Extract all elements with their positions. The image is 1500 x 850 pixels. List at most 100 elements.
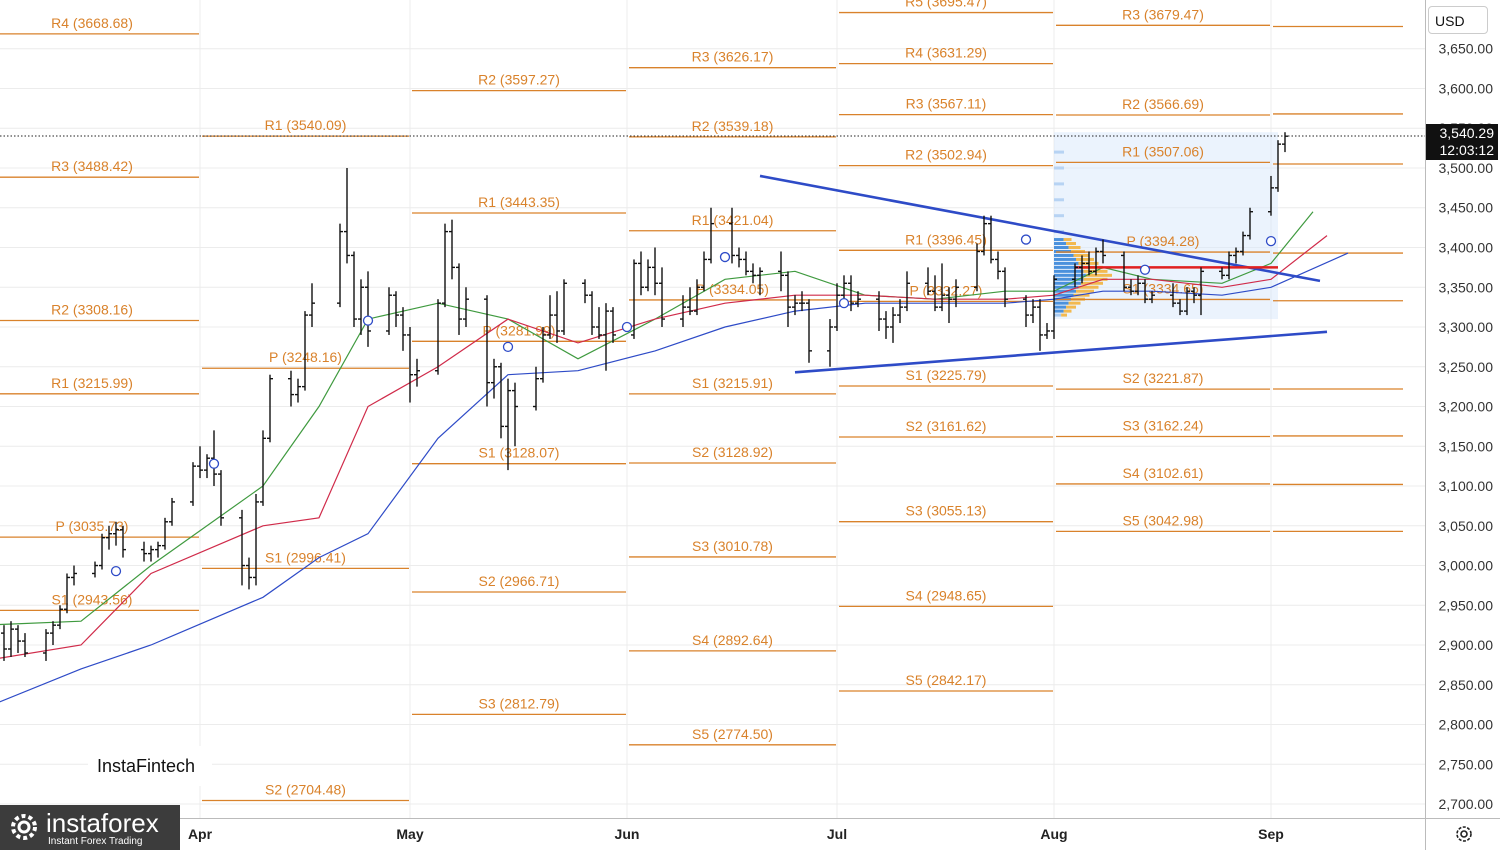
ohlc-bar <box>337 223 343 308</box>
pivot-label-r4: R4 (3631.29) <box>905 45 987 61</box>
ohlc-bar <box>1282 132 1288 153</box>
ohlc-bar <box>141 541 147 562</box>
price-tick-label: 3,250.00 <box>1439 359 1494 375</box>
pivot-label-r2: R2 (3502.94) <box>905 147 987 163</box>
ohlc-bar <box>743 251 749 276</box>
ohlc-bar <box>554 291 560 343</box>
ohlc-bar <box>43 629 49 661</box>
time-axis[interactable]: Apr May Jun Jul Aug Sep <box>0 818 1500 850</box>
volume-profile <box>1054 132 1278 320</box>
ohlc-bar <box>750 263 756 284</box>
volume-bar-upper <box>1054 166 1064 170</box>
volume-bar-upper <box>1054 182 1064 186</box>
brand-logo-box[interactable]: instaforex Instant Forex Trading <box>0 805 180 850</box>
pivot-marker <box>1020 234 1032 245</box>
time-tick-label: Aug <box>1040 826 1067 842</box>
ohlc-bar <box>505 378 511 471</box>
ohlc-bar <box>897 299 903 324</box>
pivot-label-r1: R1 (3215.99) <box>51 375 133 391</box>
ohlc-bar <box>253 493 259 586</box>
pivot-label-s1: S1 (2943.56) <box>52 591 133 607</box>
time-tick-label: Jul <box>827 826 847 842</box>
ohlc-bar <box>414 358 420 387</box>
trendlines <box>0 135 1425 374</box>
pivot-marker <box>719 251 731 263</box>
volume-bar-sell <box>1061 313 1067 317</box>
ohlc-bar <box>8 621 14 657</box>
volume-bar-buy <box>1054 313 1062 317</box>
ohlc-bar <box>113 521 119 546</box>
ohlc-bar <box>638 251 644 296</box>
pivot-label-s2: S2 (3128.92) <box>692 444 773 460</box>
volume-bar-sell <box>1068 301 1081 305</box>
ohlc-bar <box>512 382 518 447</box>
ohlc-bar <box>988 215 994 264</box>
pivot-label-s1: S1 (3128.07) <box>479 445 560 461</box>
ohlc-bar <box>953 279 959 308</box>
volume-bar-buy <box>1054 277 1084 281</box>
price-tick-label: 3,400.00 <box>1439 239 1494 255</box>
volume-bar-buy <box>1054 242 1067 246</box>
volume-bar-buy <box>1054 269 1084 273</box>
pivot-label-r2: R2 (3308.16) <box>51 302 133 318</box>
volume-bar-sell <box>1076 257 1094 261</box>
pivot-label-s5: S5 (3042.98) <box>1123 512 1204 528</box>
ohlc-bars <box>1 132 1288 661</box>
ohlc-bar <box>407 327 413 403</box>
volume-bar-sell <box>1085 273 1112 277</box>
price-tick-label: 3,200.00 <box>1439 399 1494 415</box>
volume-bar-sell <box>1083 277 1108 281</box>
ohlc-bar <box>1051 275 1057 339</box>
pivot-marker <box>502 341 514 353</box>
pivot-label-s3: S3 (3010.78) <box>692 538 773 554</box>
price-tick-label: 2,750.00 <box>1439 756 1494 772</box>
ohlc-bar <box>351 251 357 328</box>
ohlc-bar <box>827 319 833 367</box>
price-tick-label: 2,900.00 <box>1439 637 1494 653</box>
pivot-marker <box>1139 264 1151 275</box>
ohlc-bar <box>708 207 714 264</box>
pivot-label-r1: R1 (3443.35) <box>478 194 560 210</box>
ohlc-bar <box>57 605 63 630</box>
ohlc-bar <box>1247 207 1253 240</box>
ma-line-2 <box>0 235 1328 659</box>
volume-bar-buy <box>1054 309 1064 313</box>
ohlc-bar <box>890 307 896 343</box>
ohlc-bar <box>162 517 168 550</box>
pivot-label-r1: R1 (3507.06) <box>1122 143 1204 159</box>
ohlc-bar <box>1177 299 1183 316</box>
ohlc-bar <box>946 287 952 324</box>
pivot-label-s4: S4 (3102.61) <box>1123 465 1204 481</box>
ohlc-bar <box>785 271 791 328</box>
ohlc-bar <box>344 167 350 264</box>
trendline-lower <box>794 330 1328 374</box>
time-axis-bg <box>0 818 1425 850</box>
volume-bar-buy <box>1054 285 1079 289</box>
pivot-label-s1: S1 (3225.79) <box>906 367 987 383</box>
ohlc-bar <box>1170 283 1176 308</box>
pivot-marker <box>110 565 122 577</box>
pivot-label-r3: R3 (3679.47) <box>1122 6 1204 22</box>
pivot-label-p: P (3281.99) <box>483 322 556 338</box>
volume-bar-sell <box>1063 238 1072 242</box>
ohlc-bar <box>848 275 854 312</box>
ohlc-bar <box>456 263 462 335</box>
pivot-label-r1: R1 (3540.09) <box>265 117 347 133</box>
ohlc-bar <box>239 509 245 586</box>
ohlc-bar <box>932 275 938 312</box>
ohlc-bar <box>659 267 665 328</box>
ohlc-bar <box>1 625 7 661</box>
ohlc-bar <box>267 374 273 443</box>
ohlc-bar <box>1198 267 1204 316</box>
ohlc-bar <box>939 263 945 312</box>
pivot-label-r2: R2 (3597.27) <box>478 72 560 88</box>
volume-bar-upper <box>1054 150 1064 154</box>
volume-bar-buy <box>1054 257 1076 261</box>
ohlc-bar <box>120 525 126 558</box>
volume-bar-sell <box>1063 309 1072 313</box>
settings-icon[interactable] <box>1454 824 1474 844</box>
pivot-label-r3: R3 (3488.42) <box>51 158 133 174</box>
price-tick-label: 3,600.00 <box>1439 80 1494 96</box>
currency-selector[interactable]: USD <box>1428 6 1488 34</box>
